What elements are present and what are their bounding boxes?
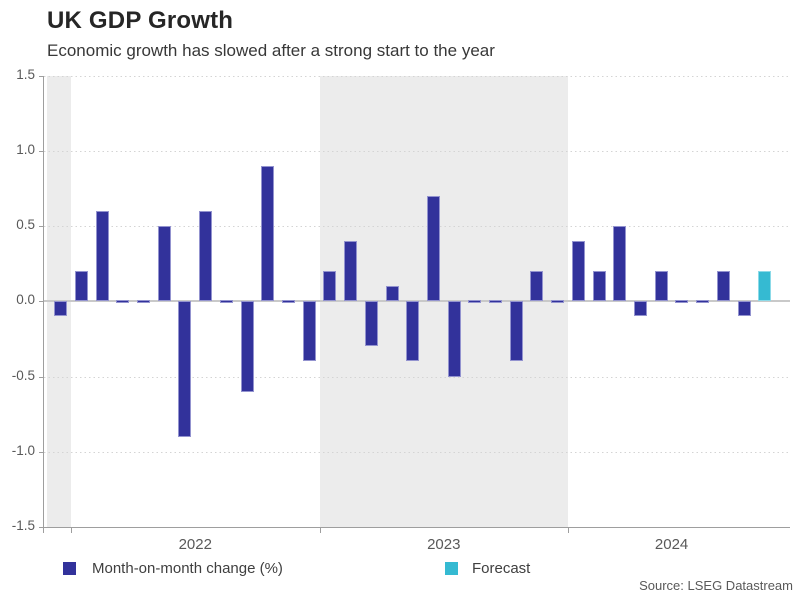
bar-2024-01: [571, 241, 585, 302]
y-axis-label: -1.5: [11, 518, 35, 533]
x-axis-year-label-2022: 2022: [178, 536, 212, 553]
y-axis-label: 0.5: [16, 217, 35, 232]
bar-2021-12: [54, 301, 68, 317]
bar-2022-05: [157, 226, 171, 302]
gridline: [44, 75, 790, 77]
y-axis-label: -1.0: [11, 442, 35, 458]
zero-bar-2024-06: [675, 299, 689, 303]
legend-swatch-forecast: [445, 562, 458, 575]
gridline: [44, 226, 790, 227]
y-axis-tick: [39, 451, 44, 453]
y-axis-tick: [39, 376, 44, 378]
x-axis-tick: [319, 527, 321, 533]
legend-swatch-month-on-month: [63, 562, 76, 575]
bar-2024-09: [737, 301, 751, 317]
bar-2022-10: [261, 165, 275, 302]
legend-label-month-on-month: Month-on-month change (%): [92, 560, 283, 577]
y-axis-tick: [39, 301, 44, 303]
x-axis-tick: [568, 527, 570, 533]
zero-bar-2024-07: [696, 299, 710, 303]
forecast-bar-2024-10: [758, 271, 772, 302]
x-axis-year-label-2023: 2023: [427, 536, 461, 553]
bar-2022-12: [302, 301, 316, 362]
bar-2023-03: [364, 301, 378, 347]
gridline: [44, 376, 790, 378]
y-axis-label: 0.0: [16, 292, 35, 308]
bar-2024-08: [716, 271, 730, 302]
y-axis-label: -0.5: [11, 367, 35, 383]
zero-bar-2022-11: [281, 299, 295, 303]
zero-bar-2023-09: [489, 299, 503, 303]
gridline: [44, 451, 790, 453]
bar-2023-02: [344, 241, 358, 302]
bar-2023-01: [323, 271, 337, 302]
bar-2023-04: [385, 286, 399, 302]
y-axis-label: 1.0: [16, 141, 35, 157]
bar-2023-07: [447, 301, 461, 377]
zero-bar-2022-08: [219, 299, 233, 303]
bar-2023-11: [530, 271, 544, 302]
bar-2022-07: [199, 210, 213, 302]
y-axis-tick: [39, 150, 44, 152]
bar-2023-10: [509, 301, 523, 362]
bar-2023-06: [426, 195, 440, 302]
y-axis-line: [43, 75, 44, 528]
zero-bar-2023-12: [551, 299, 565, 303]
bar-2024-02: [592, 271, 606, 302]
x-axis-tick: [71, 527, 72, 533]
zero-bar-2022-04: [136, 299, 150, 303]
y-axis-label: 1.5: [16, 66, 35, 82]
bar-2024-03: [613, 226, 627, 302]
bar-2024-05: [654, 271, 668, 302]
zero-bar-2023-08: [468, 299, 482, 303]
x-axis-tick: [43, 527, 44, 533]
bar-2022-09: [240, 301, 254, 392]
chart-title: UK GDP Growth: [47, 7, 234, 34]
y-axis-tick: [39, 226, 44, 227]
x-axis-line: [43, 527, 790, 528]
zero-bar-2022-03: [116, 299, 130, 303]
bar-2022-02: [95, 210, 109, 302]
chart-subtitle: Economic growth has slowed after a stron…: [47, 41, 495, 60]
legend-label-forecast: Forecast: [472, 560, 531, 577]
x-axis-year-label-2024: 2024: [654, 536, 689, 553]
source-note: Source: LSEG Datastream: [639, 578, 793, 593]
gridline: [44, 150, 790, 152]
bar-2022-01: [74, 271, 88, 302]
y-axis-tick: [39, 75, 44, 77]
y-axis-tick: [39, 527, 44, 528]
bar-2022-06: [178, 301, 192, 437]
bar-2024-04: [634, 301, 648, 317]
bar-2023-05: [406, 301, 420, 362]
